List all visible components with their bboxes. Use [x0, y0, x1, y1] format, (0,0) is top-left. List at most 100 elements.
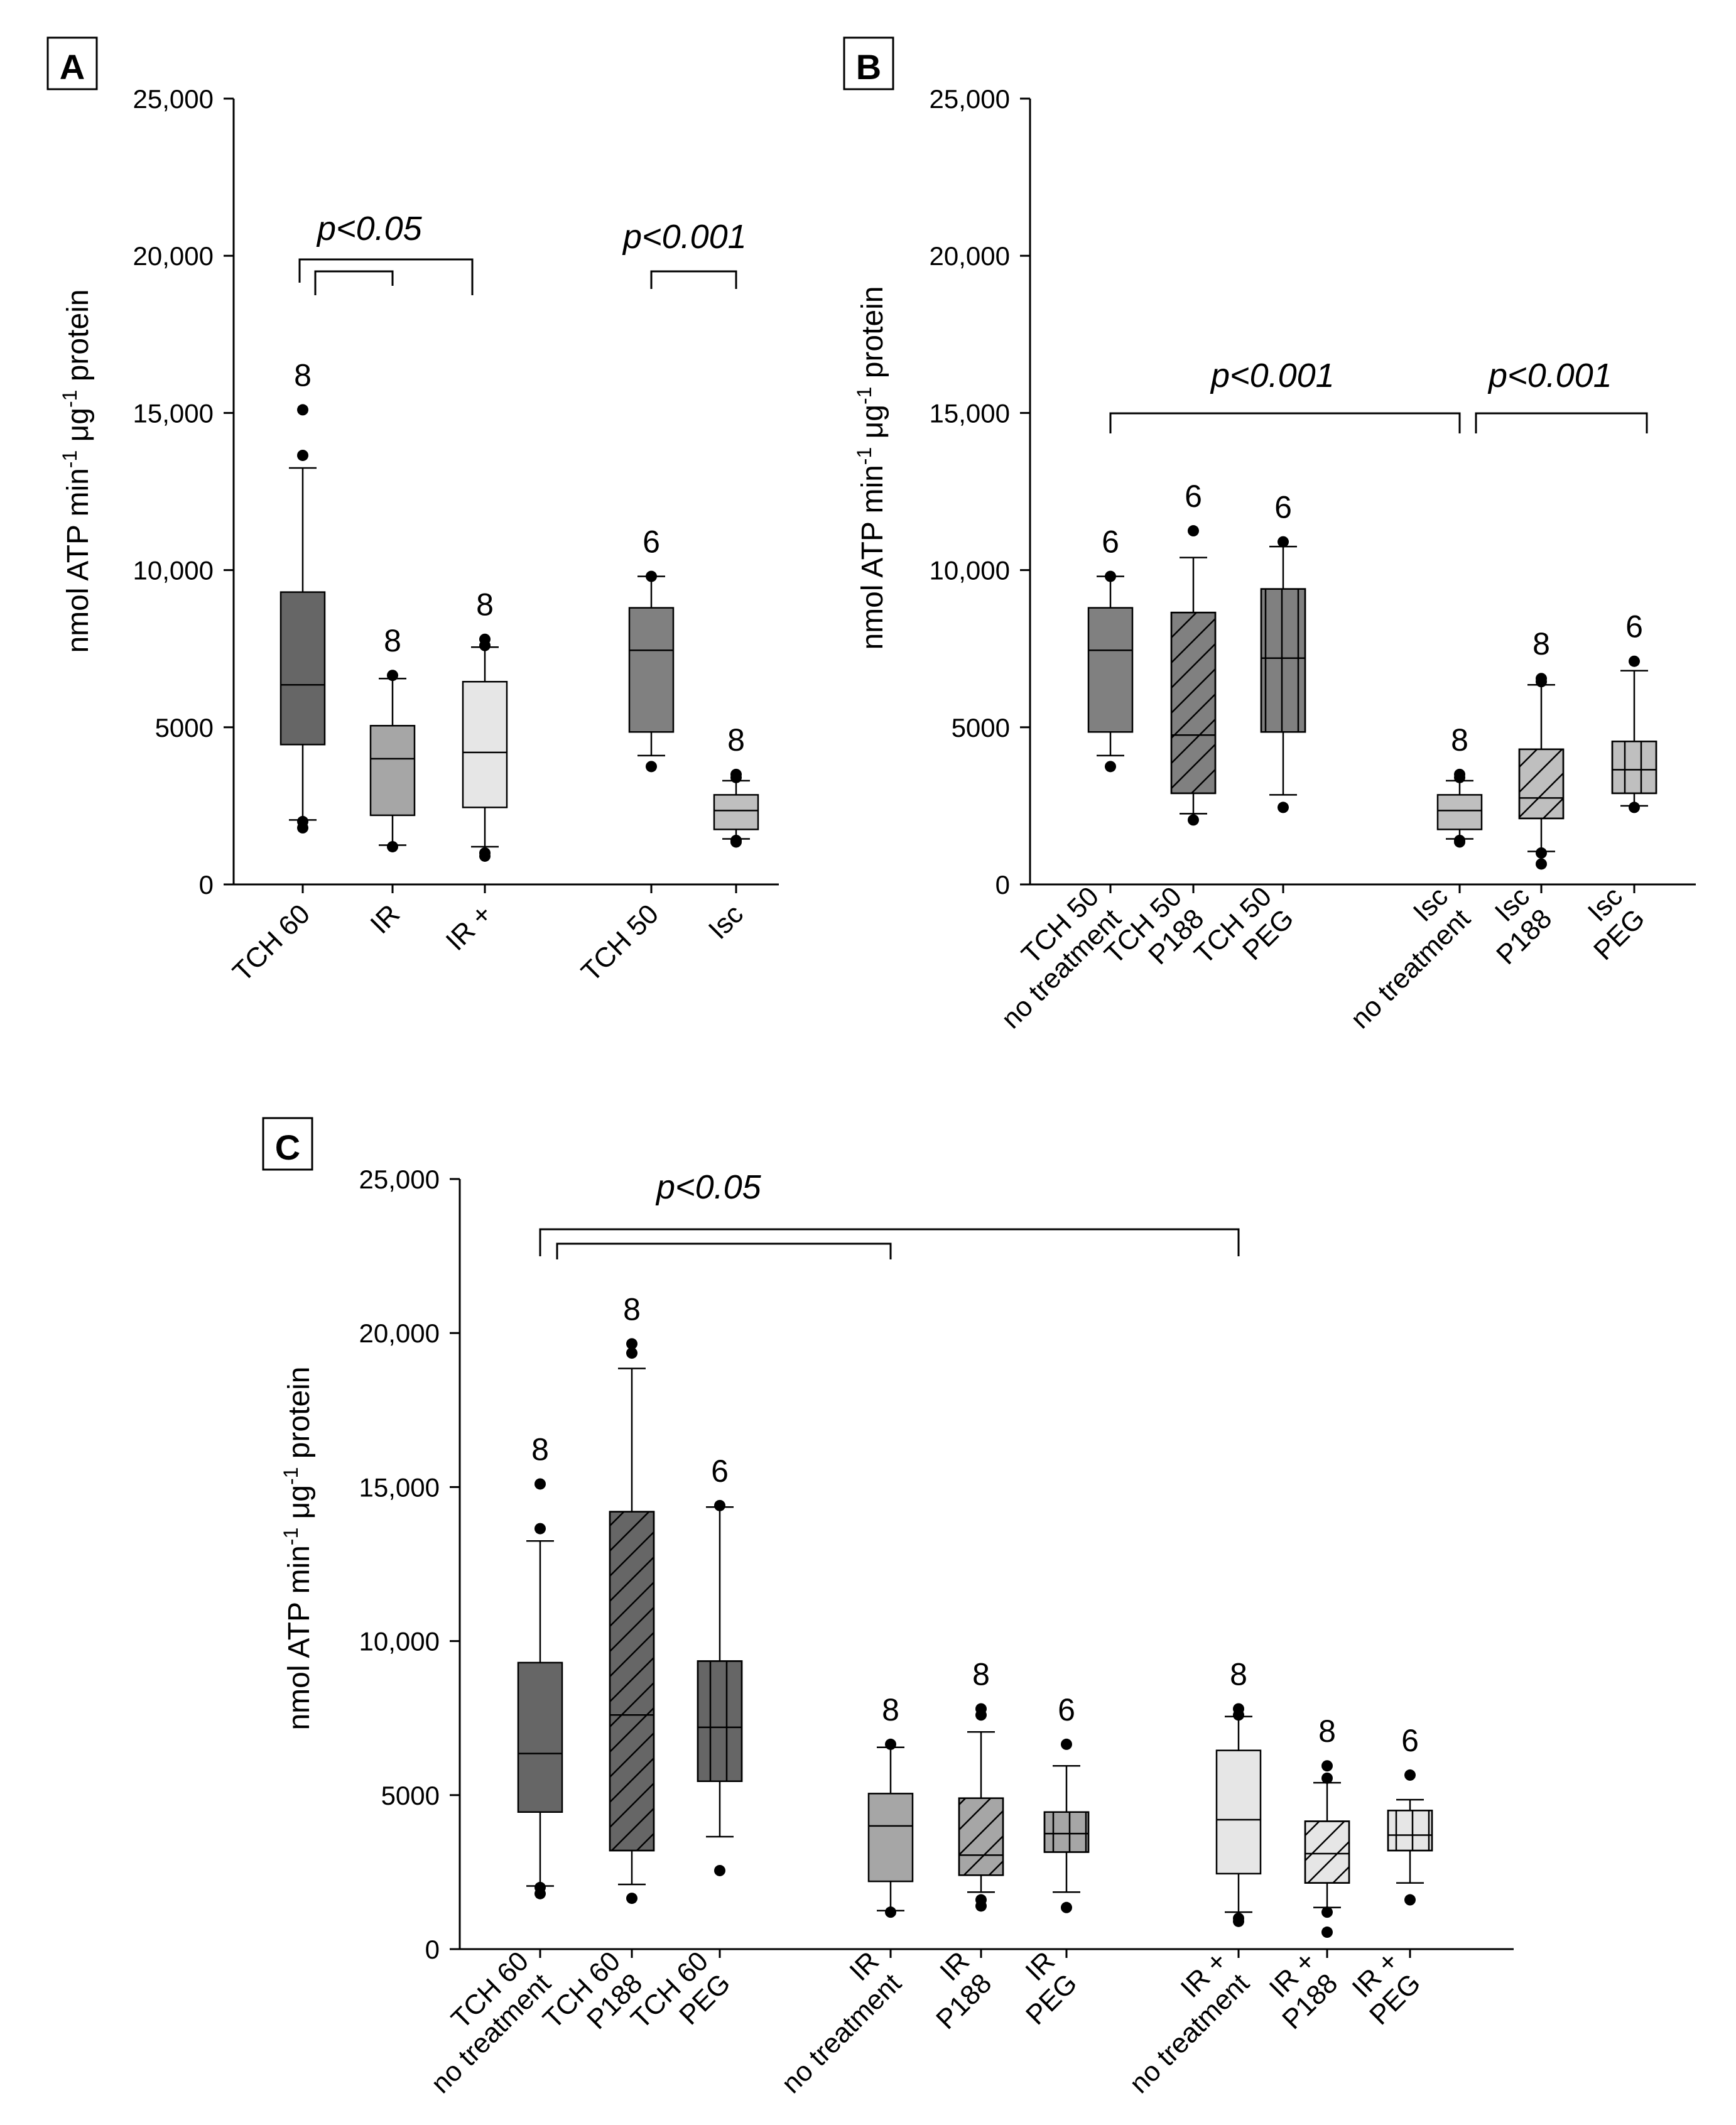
- panel-b: B nmol ATP min-1 μg-1 protein 0 5000 10,00…: [843, 36, 1696, 1035]
- panel-a-annotations: p<0.05 p<0.001: [298, 210, 747, 295]
- panel-c-outlier: [534, 1523, 546, 1535]
- panel-b-ytick-label: 0: [995, 870, 1010, 899]
- panel-b-n-label: 8: [1533, 626, 1550, 661]
- panel-a-ylabel: nmol ATP min-1 μg-1 protein: [58, 289, 95, 653]
- panel-c-outlier: [1061, 1901, 1072, 1913]
- panel-c-bracket-1: [539, 1228, 1240, 1259]
- panel-b-box-1: 6: [1170, 479, 1217, 893]
- panel-b-box-body: [1436, 794, 1483, 830]
- panel-c-ytick-label: 20,000: [359, 1318, 440, 1348]
- panel-c-box-body: [1215, 1749, 1262, 1875]
- panel-b-xtick-label: Iscno treatment: [1323, 881, 1477, 1035]
- panel-c-label-box: [262, 1117, 313, 1171]
- panel-a-outlier: [479, 847, 491, 859]
- panel-a-xtick-label: TCH 50: [575, 898, 665, 987]
- panel-b-outlier: [1278, 536, 1289, 548]
- panel-c-ytick-label: 25,000: [359, 1165, 440, 1194]
- panel-a-xtick-label: IR +: [440, 898, 498, 957]
- panel-b-outlier: [1629, 655, 1640, 667]
- panel-b-ytick-label: 5000: [952, 713, 1010, 742]
- panel-c-n-label: 8: [531, 1432, 549, 1467]
- panel-b-xtick-label: IscP188: [1468, 881, 1558, 970]
- panel-c-box-pattern: [1043, 1811, 1090, 1853]
- panel-b-annotation-1: p<0.001: [1210, 357, 1335, 394]
- panel-b-box-0: 6: [1087, 524, 1134, 893]
- panel-b-outlier: [1105, 570, 1116, 582]
- panel-a-box-body: [369, 725, 416, 817]
- panel-a-boxes: 8 8 8 6 8: [279, 357, 759, 893]
- panel-b-label-box: [843, 36, 894, 90]
- panel-c-box-pattern: [958, 1797, 1004, 1876]
- panel-b-ylabel: nmol ATP min-1 μg-1 protein: [853, 286, 889, 649]
- panel-c-outlier: [885, 1906, 896, 1918]
- panel-a-annotation-1: p<0.05: [316, 210, 423, 247]
- panel-b-outlier: [1188, 814, 1199, 826]
- panel-b-boxes: 6 6 6 8 8 6: [1087, 479, 1657, 893]
- panel-c-box-7: 8: [1304, 1714, 1350, 1958]
- panel-c-box-pattern: [697, 1660, 743, 1782]
- panel-a-outlier: [297, 449, 308, 461]
- panel-c-box-pattern: [1387, 1810, 1433, 1852]
- panel-a-box-body: [628, 607, 675, 733]
- panel-a-outlier: [297, 815, 308, 827]
- panel-c-xtick-label: IRPEG: [998, 1945, 1083, 2031]
- panel-a-xlabels: TCH 60 IR IR + TCH 50 Isc: [227, 898, 749, 987]
- panel-a-xtick-label-line: TCH 60: [227, 898, 316, 987]
- panel-b-outlier: [1536, 847, 1547, 859]
- panel-a-xtick-label: TCH 60: [227, 898, 316, 987]
- panel-b-box-body: [1087, 607, 1134, 733]
- panel-b-box-pattern: [1260, 588, 1306, 733]
- panel-b-xtick-label: TCH 50PEG: [1188, 881, 1299, 992]
- panel-a-axes: 0 5000 10,000 15,000 20,000 25,000: [133, 84, 779, 899]
- panel-a-xtick-label: IR: [364, 898, 406, 940]
- panel-c-xtick-label-line: PEG: [1020, 1968, 1083, 2031]
- panel-a-n-label: 6: [643, 524, 660, 560]
- panel-c-box-pattern: [1304, 1820, 1350, 1884]
- panel-a-box-3: 6: [628, 524, 675, 893]
- panel-c-n-label: 8: [623, 1291, 641, 1327]
- panel-c-outlier: [975, 1703, 987, 1715]
- panel-c-box-body: [867, 1793, 914, 1883]
- panel-c-ytick-label: 0: [425, 1935, 440, 1964]
- panel-c-box-6: 8: [1215, 1656, 1262, 1958]
- panel-a-n-label: 8: [384, 623, 401, 658]
- panel-a-ytick-label: 15,000: [133, 398, 214, 428]
- panel-b-outlier: [1278, 802, 1289, 813]
- panel-a-box-body: [279, 591, 326, 746]
- panel-b-annotations: p<0.001 p<0.001: [1109, 357, 1648, 433]
- panel-c-outlier: [714, 1499, 725, 1511]
- panel-b-n-label: 6: [1102, 524, 1119, 560]
- panel-b-outlier: [1105, 761, 1116, 773]
- panel-b-xtick-label: TCH 50no treatment: [974, 881, 1127, 1035]
- panel-a-outlier: [297, 404, 308, 416]
- panel-c-box-5: 6: [1043, 1692, 1090, 1958]
- panel-a-ytick-label: 0: [199, 870, 214, 899]
- panel-c-outlier: [714, 1864, 725, 1876]
- panel-b-outlier: [1536, 858, 1547, 870]
- panel-a-xtick-label-line: TCH 50: [575, 898, 665, 987]
- panel-c-box-pattern: [609, 1511, 655, 1852]
- panel-a-n-label: 8: [727, 722, 745, 758]
- panel-c-label: C: [275, 1128, 300, 1167]
- panel-b-box-3: 8: [1436, 722, 1483, 893]
- panel-a-annotation-2: p<0.001: [622, 218, 747, 256]
- panel-c-box-1: 8: [609, 1291, 655, 1958]
- panel-b-annotation-2: p<0.001: [1487, 357, 1612, 394]
- panel-b-n-label: 6: [1274, 490, 1292, 525]
- panel-b-outlier: [1454, 768, 1465, 780]
- panel-b-label: B: [856, 47, 881, 87]
- panel-a-box-1: 8: [369, 623, 416, 893]
- panel-b-ytick-label: 10,000: [930, 556, 1010, 585]
- panel-c-axes: 0 5000 10,000 15,000 20,000 25,000: [359, 1165, 1514, 1964]
- panel-c-box-2: 6: [697, 1454, 743, 1958]
- panel-c-box-8: 6: [1387, 1723, 1433, 1958]
- panel-a-xtick-label: Isc: [703, 898, 749, 945]
- panel-c-outlier: [1321, 1927, 1333, 1938]
- panel-c-n-label: 6: [1401, 1723, 1419, 1758]
- panel-c-box-0: 8: [517, 1432, 563, 1958]
- panel-c-annotations: p<0.05: [539, 1168, 1240, 1259]
- panel-a-xtick-label-line: IR: [364, 898, 406, 940]
- panel-c-xtick-label: IR +no treatment: [1102, 1945, 1256, 2099]
- panel-b-xtick-label: IscPEG: [1566, 881, 1651, 966]
